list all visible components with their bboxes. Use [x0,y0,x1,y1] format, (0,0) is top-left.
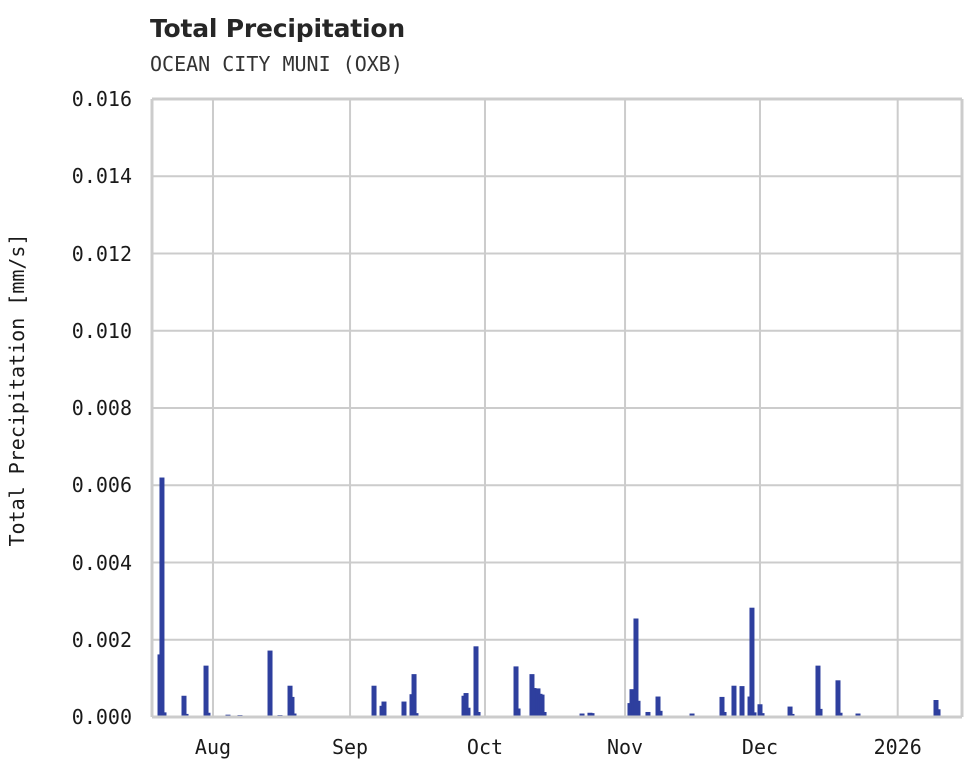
bar [645,711,651,717]
bar [589,713,595,717]
bar [751,712,757,717]
bar [635,700,641,717]
bar [757,704,763,717]
y-tick-label: 0.014 [71,164,132,189]
bar-series [157,477,941,717]
x-tick-label: Nov [606,735,644,759]
x-tick-label: Aug [194,735,232,759]
bar [475,711,481,717]
bar [749,607,755,717]
chart-title: Total Precipitation [150,14,405,43]
bar [463,693,469,717]
axis-frame [150,97,964,719]
y-tick-label: 0.008 [71,396,132,420]
bar [291,713,297,717]
bar [413,713,419,717]
x-tick-label: 2026 [873,735,922,759]
bar [541,711,547,717]
bar [721,711,727,717]
bar [719,696,725,717]
bar [473,646,479,717]
bar [787,706,793,717]
y-tick-label: 0.004 [71,550,132,575]
bar [657,710,663,717]
y-tick-label: 0.016 [71,87,132,111]
bar [289,696,295,717]
bar [539,694,545,717]
bar [739,686,745,717]
bar [689,713,695,717]
bar [181,695,187,717]
gridlines [152,98,962,717]
bar [855,713,861,717]
x-tick-label: Oct [466,735,504,759]
bar [731,685,737,717]
bar [371,685,377,717]
bar [935,709,941,717]
x-tick-label: Sep [331,735,369,759]
bar [159,477,165,717]
bar [817,708,823,717]
bar [515,708,521,717]
bar [401,701,407,717]
bar [531,688,537,717]
y-tick-label: 0.000 [71,705,132,729]
bar [789,713,795,717]
bar [759,713,765,717]
chart-subtitle: OCEAN CITY MUNI (OXB) [150,52,403,76]
bar [579,713,585,717]
bar [933,700,939,717]
bar [513,666,519,717]
bar [205,712,211,717]
bar [815,665,821,717]
bar [267,650,273,717]
y-tick-label: 0.006 [71,473,132,498]
bar [835,680,841,717]
bar [183,713,189,717]
bar [203,665,209,717]
x-tick-label: Dec [741,735,779,759]
y-tick-label: 0.010 [71,318,132,343]
y-tick-label: 0.002 [71,627,132,652]
bar [465,707,471,717]
bar [633,618,639,717]
bar [837,712,843,717]
bar [411,674,417,717]
bar [161,712,167,717]
bar [381,701,387,717]
bar [655,696,661,717]
y-tick-label: 0.012 [71,241,132,266]
